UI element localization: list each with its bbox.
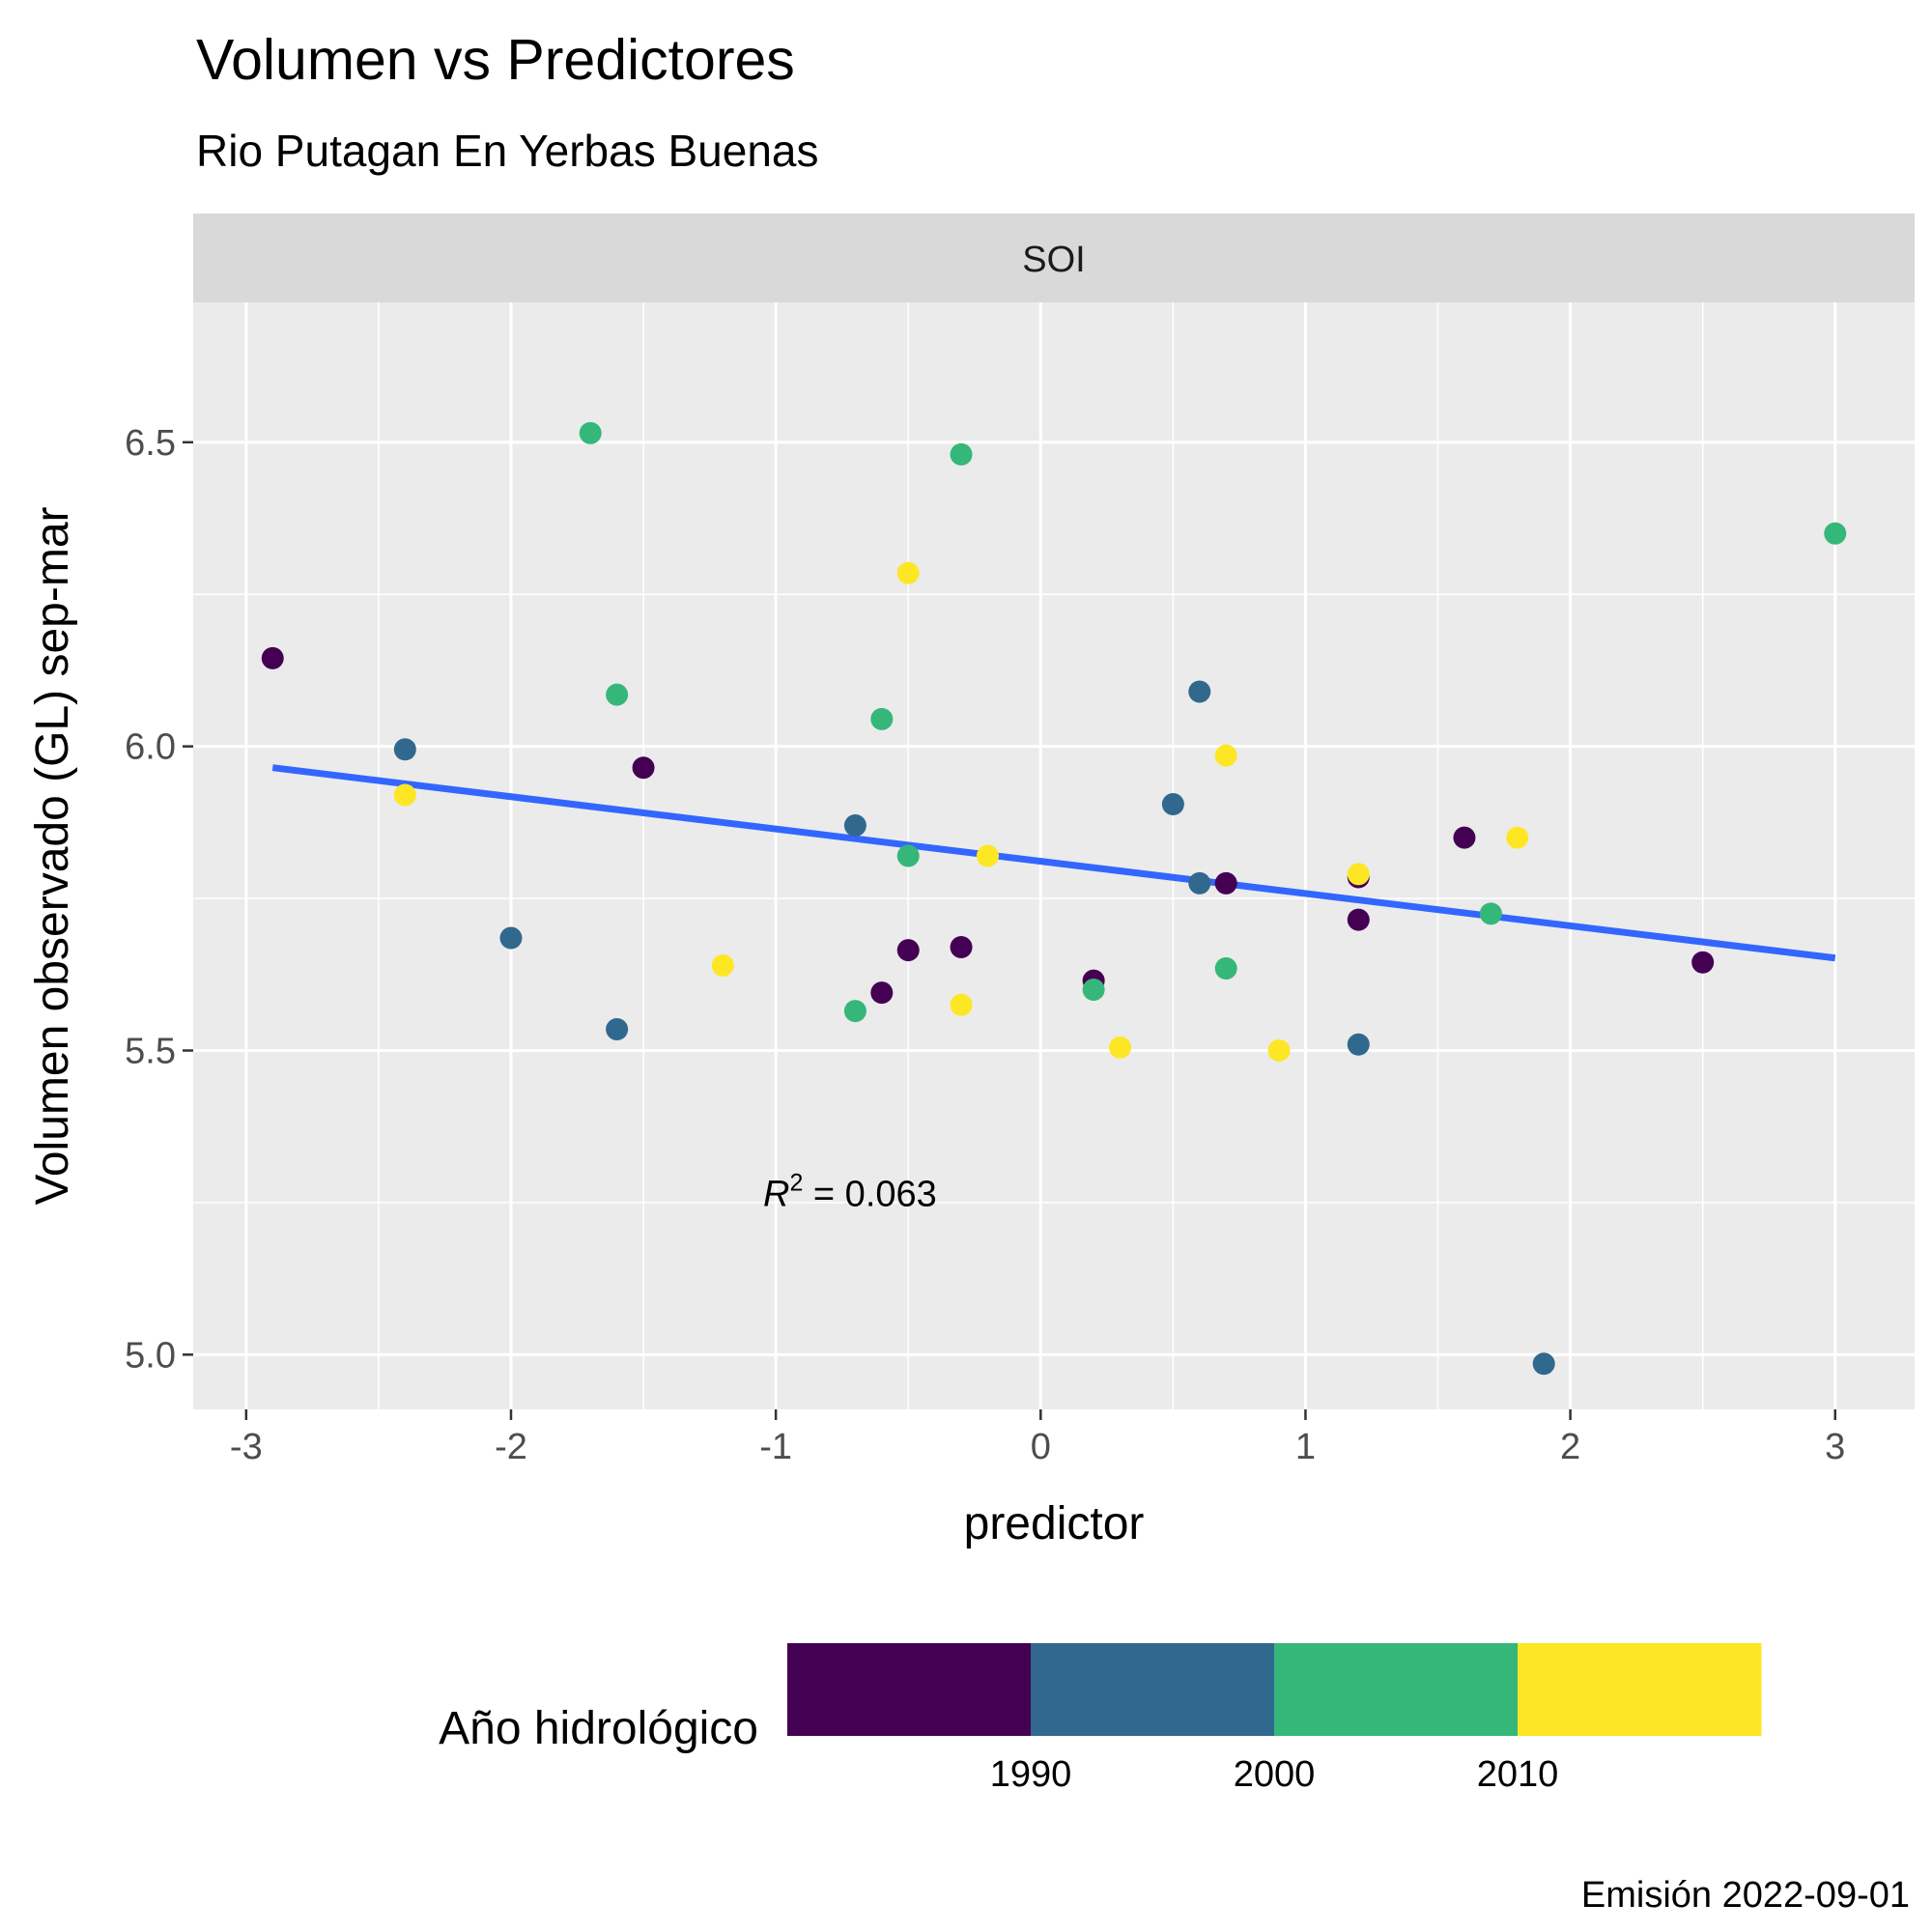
y-tick-label: 6.5	[125, 423, 176, 464]
chart-subtitle: Rio Putagan En Yerbas Buenas	[196, 126, 819, 176]
data-point	[1479, 902, 1502, 925]
y-axis: 5.0 5.5 6.0 6.5	[125, 423, 193, 1376]
y-axis-title: Volumen observado (GL) sep-mar	[27, 506, 78, 1205]
data-point	[976, 844, 999, 867]
x-tick-label: 3	[1825, 1427, 1845, 1467]
data-point	[261, 646, 284, 669]
points-layer	[261, 421, 1847, 1376]
data-point	[393, 783, 416, 807]
data-point	[896, 939, 920, 962]
caption: Emisión 2022-09-01	[1581, 1875, 1910, 1916]
data-point	[870, 981, 894, 1005]
y-tick-label: 5.5	[125, 1031, 176, 1071]
data-point	[1506, 826, 1529, 849]
data-point	[896, 561, 920, 584]
data-point	[1267, 1038, 1291, 1062]
facet-strip	[193, 213, 1915, 302]
data-point	[1082, 979, 1105, 1002]
data-point	[499, 926, 523, 950]
x-tick-label: 1	[1295, 1427, 1316, 1467]
data-point	[950, 442, 973, 466]
legend-colorbar: 1990 2000 2010	[787, 1643, 1762, 1795]
data-point	[1347, 863, 1370, 886]
data-point	[606, 1017, 629, 1040]
legend-swatch	[1274, 1643, 1519, 1736]
data-point	[1188, 680, 1211, 703]
x-tick-label: 2	[1560, 1427, 1580, 1467]
x-tick-label: -2	[495, 1427, 527, 1467]
legend-swatch	[1031, 1643, 1275, 1736]
legend-swatch	[1518, 1643, 1762, 1736]
data-point	[950, 993, 973, 1016]
legend-label: 2010	[1477, 1754, 1559, 1795]
data-point	[1214, 956, 1237, 980]
trend-layer	[271, 764, 1836, 962]
legend-label: 1990	[990, 1754, 1072, 1795]
data-point	[1347, 1033, 1370, 1056]
legend-label: 2000	[1234, 1754, 1316, 1795]
data-point	[1214, 871, 1237, 895]
data-point	[1824, 522, 1847, 545]
x-tick-label: 0	[1031, 1427, 1051, 1467]
y-tick-label: 5.0	[125, 1335, 176, 1376]
data-point	[870, 707, 894, 730]
data-point	[579, 421, 602, 444]
data-point	[1347, 908, 1370, 931]
r2-letter: R	[763, 1174, 789, 1214]
data-point	[1161, 792, 1184, 815]
x-tick-label: -3	[230, 1427, 263, 1467]
x-axis: -3 -2 -1 0 1 2 3	[230, 1409, 1845, 1467]
major-gridlines	[193, 302, 1915, 1409]
data-point	[1109, 1036, 1132, 1059]
plot-panel	[193, 302, 1915, 1409]
data-point	[843, 1000, 867, 1023]
data-point	[711, 953, 734, 977]
data-point	[896, 844, 920, 867]
data-point	[632, 756, 655, 780]
data-point	[1214, 744, 1237, 767]
data-point	[1188, 871, 1211, 895]
chart-title: Volumen vs Predictores	[196, 28, 795, 92]
regression-line	[271, 764, 1836, 962]
data-point	[843, 814, 867, 838]
x-axis-title: predictor	[964, 1498, 1145, 1549]
data-point	[1453, 826, 1476, 849]
r2-annotation: R2 = 0.063	[763, 1169, 937, 1214]
data-point	[950, 935, 973, 958]
r2-superscript: 2	[789, 1169, 803, 1196]
x-tick-label: -1	[759, 1427, 792, 1467]
legend-title: Año hidrológico	[439, 1703, 758, 1754]
legend-swatch	[787, 1643, 1032, 1736]
data-point	[1532, 1352, 1555, 1376]
data-point	[606, 683, 629, 706]
data-point	[1691, 951, 1715, 974]
facet-strip-label: SOI	[1022, 240, 1085, 280]
r2-value: = 0.063	[803, 1174, 936, 1214]
y-tick-label: 6.0	[125, 727, 176, 768]
data-point	[393, 738, 416, 761]
